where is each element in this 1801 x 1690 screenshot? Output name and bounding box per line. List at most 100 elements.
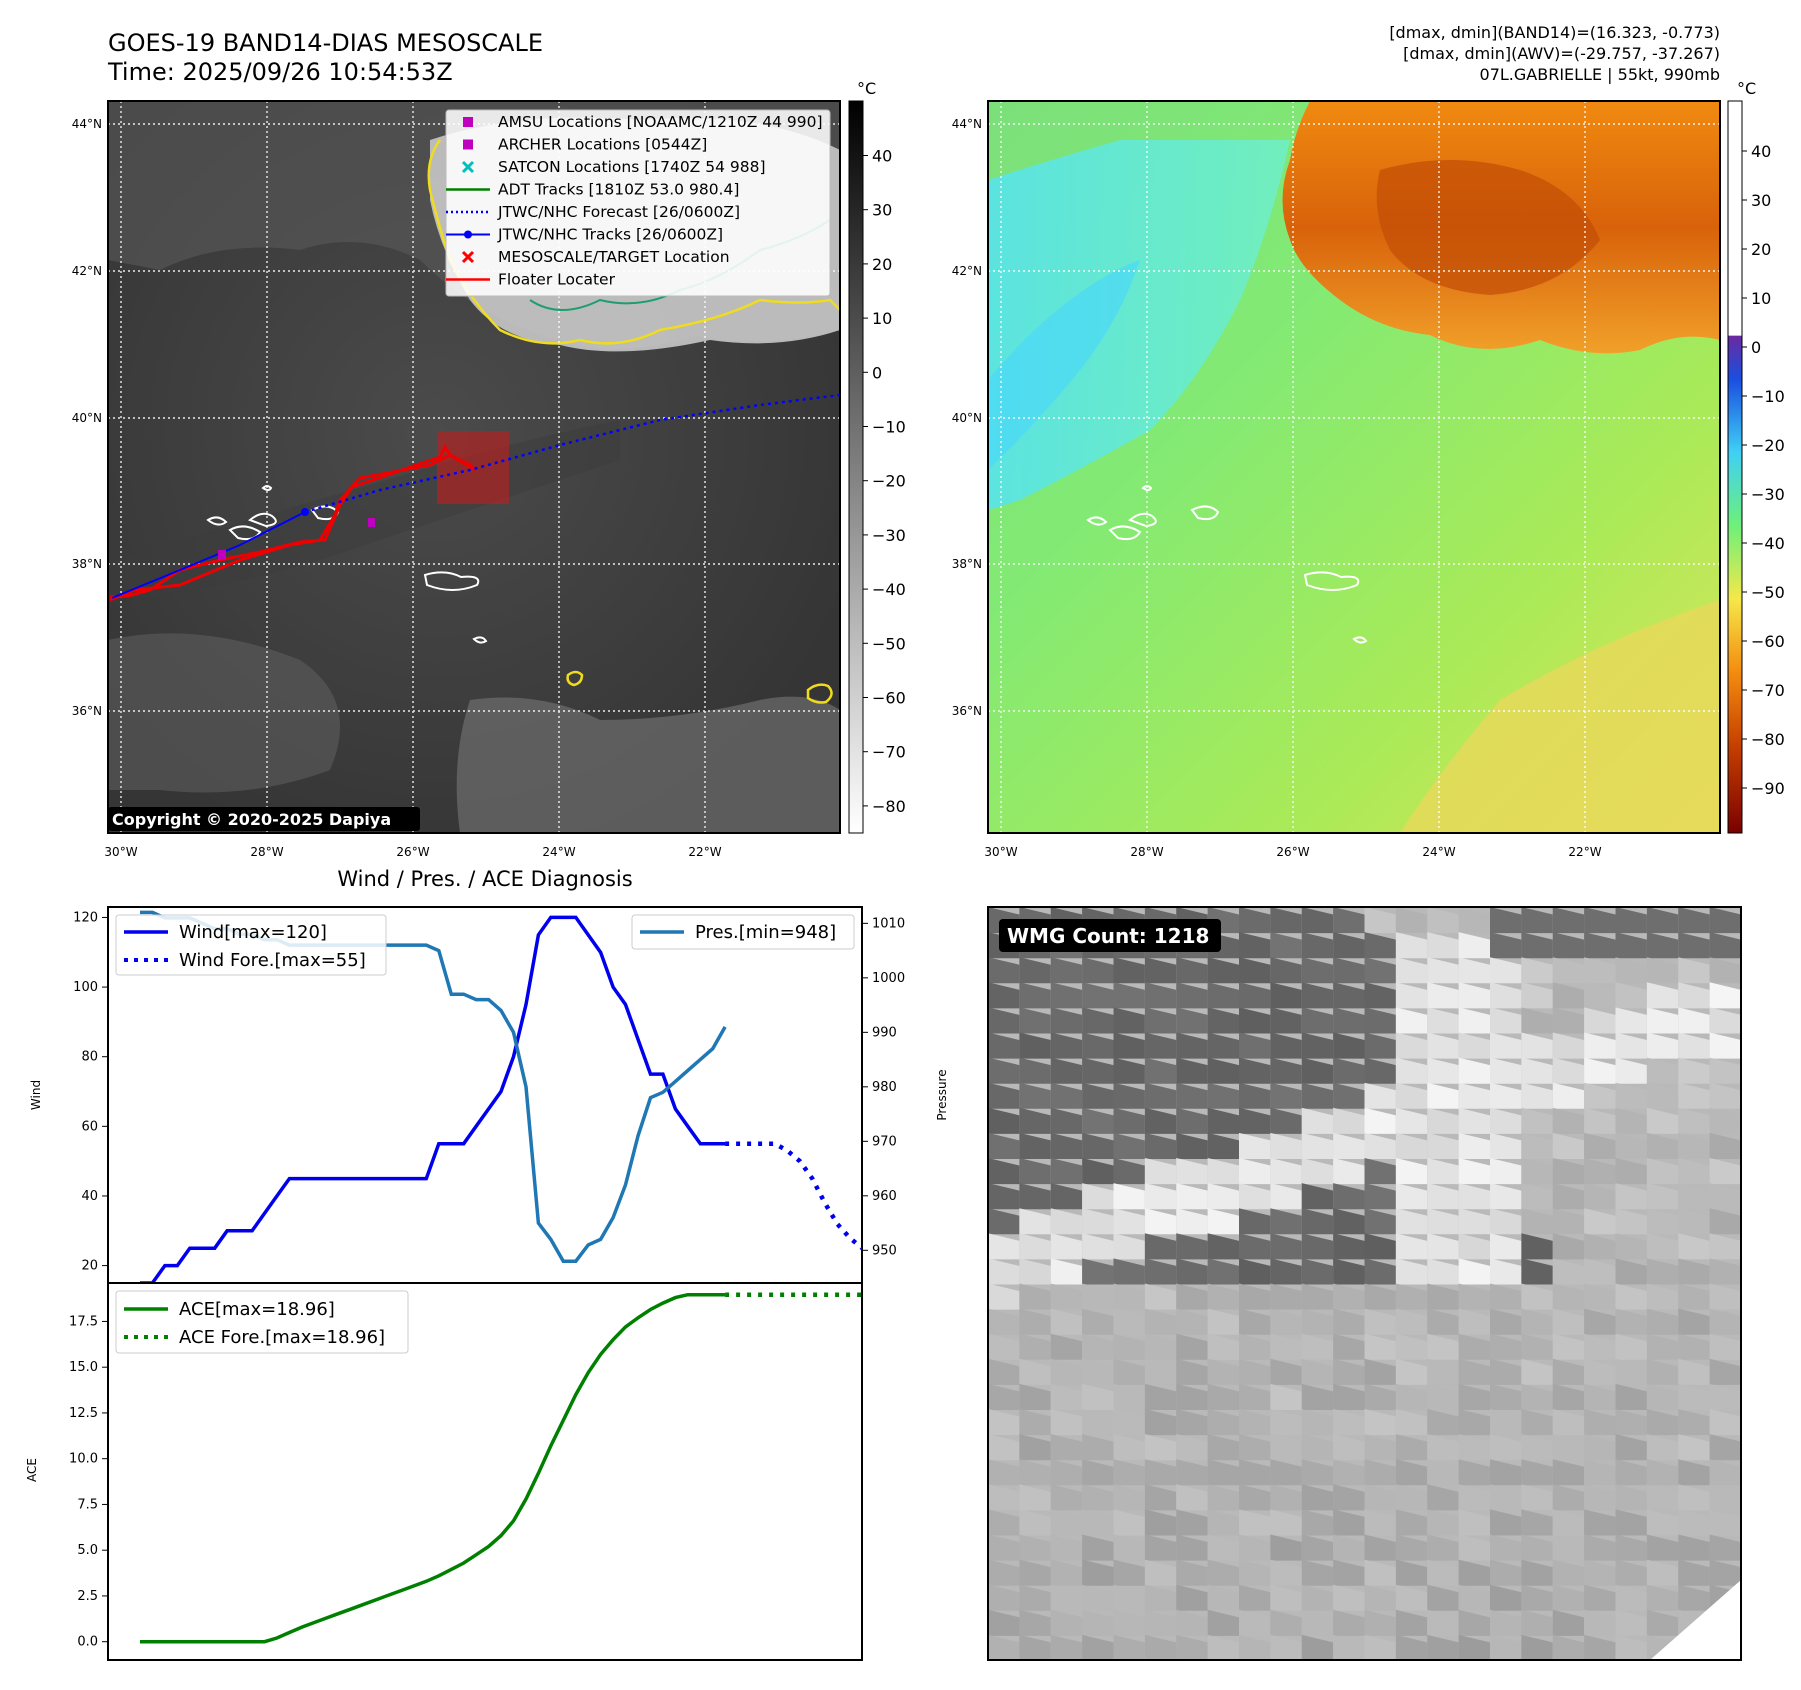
wmg-cell <box>1207 1534 1239 1561</box>
wmg-cell <box>1176 1032 1208 1059</box>
wmg-cell <box>1678 1383 1710 1410</box>
wmg-cell <box>1615 1283 1647 1310</box>
wmg-cell <box>1427 1609 1459 1636</box>
wmg-cell <box>1239 1132 1271 1159</box>
wmg-cell <box>1144 1358 1177 1385</box>
wmg-cell <box>1113 982 1145 1009</box>
wmg-cell <box>1521 1032 1553 1059</box>
wmg-cell <box>1113 1459 1145 1486</box>
wmg-cell <box>988 1434 1020 1461</box>
colorbar-tick-label: −50 <box>1751 583 1785 602</box>
wmg-cell <box>1584 1634 1616 1660</box>
wmg-cell <box>1239 1459 1271 1486</box>
wmg-cell <box>1207 1484 1239 1511</box>
wmg-cell <box>1364 932 1396 959</box>
wmg-cell <box>1239 1183 1271 1210</box>
wmg-cell <box>1270 1107 1302 1134</box>
wmg-cell <box>1584 1283 1616 1310</box>
wmg-cell <box>1082 1132 1114 1159</box>
wmg-cell <box>1427 1007 1459 1034</box>
wmg-cell <box>1709 907 1741 934</box>
wmg-cell <box>1490 1484 1522 1511</box>
wmg-cell <box>1333 1233 1365 1260</box>
wmg-cell <box>1552 1258 1585 1285</box>
wmg-cell <box>1615 1132 1647 1159</box>
wmg-cell <box>1458 1233 1490 1260</box>
ir-lat-label: 40°N <box>72 411 102 425</box>
ace-series-line <box>140 1292 726 1644</box>
wmg-cell <box>1552 1057 1585 1084</box>
wmg-cell <box>1176 1258 1208 1285</box>
wmg-cell <box>1615 1509 1647 1536</box>
wmg-cell <box>1176 1434 1208 1461</box>
wv-map: 44°N 42°N 40°N 38°N 36°N 30°W 28°W 26°W … <box>952 100 1721 859</box>
wmg-cell <box>1490 1559 1522 1586</box>
wmg-cell <box>1678 982 1710 1009</box>
wmg-cell <box>1207 1584 1239 1611</box>
wmg-cell <box>1552 1208 1585 1235</box>
wmg-cell <box>1082 1233 1114 1260</box>
wmg-cell <box>1364 1283 1396 1310</box>
wmg-cell <box>1490 1333 1522 1360</box>
wmg-cell <box>1521 1383 1553 1410</box>
colorbar-tick-label: 20 <box>1751 240 1771 259</box>
wmg-cell <box>1364 1358 1396 1385</box>
wmg-cell <box>1019 1634 1051 1660</box>
wmg-cell <box>1521 1233 1553 1260</box>
wmg-cell <box>1113 1082 1145 1109</box>
wmg-cell <box>988 1609 1020 1636</box>
wmg-cell <box>1521 1183 1553 1210</box>
wmg-cell <box>1490 1459 1522 1486</box>
wmg-cell <box>1239 1308 1271 1335</box>
wmg-cell <box>1082 1283 1114 1310</box>
wmg-cell <box>1584 932 1616 959</box>
wmg-cell <box>1615 1584 1647 1611</box>
wmg-cell <box>1207 1057 1239 1084</box>
ace-legend-box <box>115 1290 409 1354</box>
wmg-cell <box>1615 932 1647 959</box>
wmg-cell <box>1113 1434 1145 1461</box>
wmg-cell <box>1709 1233 1741 1260</box>
wmg-cell <box>1207 1258 1239 1285</box>
wmg-cell <box>1113 1283 1145 1310</box>
wmg-cell <box>1301 1057 1334 1084</box>
wmg-cell <box>1301 1409 1334 1436</box>
wmg-cell <box>1427 1032 1459 1059</box>
wmg-cell <box>1270 1434 1302 1461</box>
wmg-cell <box>1270 1258 1302 1285</box>
wmg-cell <box>1395 1559 1428 1586</box>
wmg-cell <box>1207 1459 1239 1486</box>
wmg-cell <box>1113 1409 1145 1436</box>
wmg-cell <box>1019 1333 1051 1360</box>
wmg-cell <box>1615 1183 1647 1210</box>
wmg-cell <box>1176 1609 1208 1636</box>
wmg-cell <box>1395 932 1428 959</box>
wmg-cell <box>1615 1383 1647 1410</box>
wmg-cell <box>1615 1107 1647 1134</box>
wmg-cell <box>1615 957 1647 984</box>
wmg-cell <box>1144 1007 1177 1034</box>
wmg-cell <box>1113 1509 1145 1536</box>
wmg-cell <box>1019 1007 1051 1034</box>
wmg-cell <box>1270 932 1302 959</box>
wmg-cell <box>1584 1609 1616 1636</box>
pressure-ytick-label: 1000 <box>872 971 905 986</box>
wmg-cell <box>1584 1459 1616 1486</box>
wind-pressure-panel: 120 100 80 60 40 20 1010 1000 990 980 970 960 950 W… <box>29 906 949 1284</box>
wmg-cell <box>1709 1559 1741 1586</box>
colorbar-tick-label: −40 <box>872 580 906 599</box>
wmg-cell <box>1270 1308 1302 1335</box>
wmg-cell <box>1270 1559 1302 1586</box>
ir-lat-label: 42°N <box>72 264 102 278</box>
wmg-cell <box>1333 1107 1365 1134</box>
wmg-cell <box>1458 1132 1490 1159</box>
wmg-cell <box>1395 1107 1428 1134</box>
wmg-cell <box>1050 1233 1083 1260</box>
wmg-cell <box>1584 1007 1616 1034</box>
wmg-cell <box>1239 1534 1271 1561</box>
pressure-ytick-label: 960 <box>872 1189 897 1204</box>
wmg-cell <box>1584 1032 1616 1059</box>
wmg-cell <box>1490 1434 1522 1461</box>
wmg-cell <box>1678 1032 1710 1059</box>
wmg-cell <box>1082 1258 1114 1285</box>
